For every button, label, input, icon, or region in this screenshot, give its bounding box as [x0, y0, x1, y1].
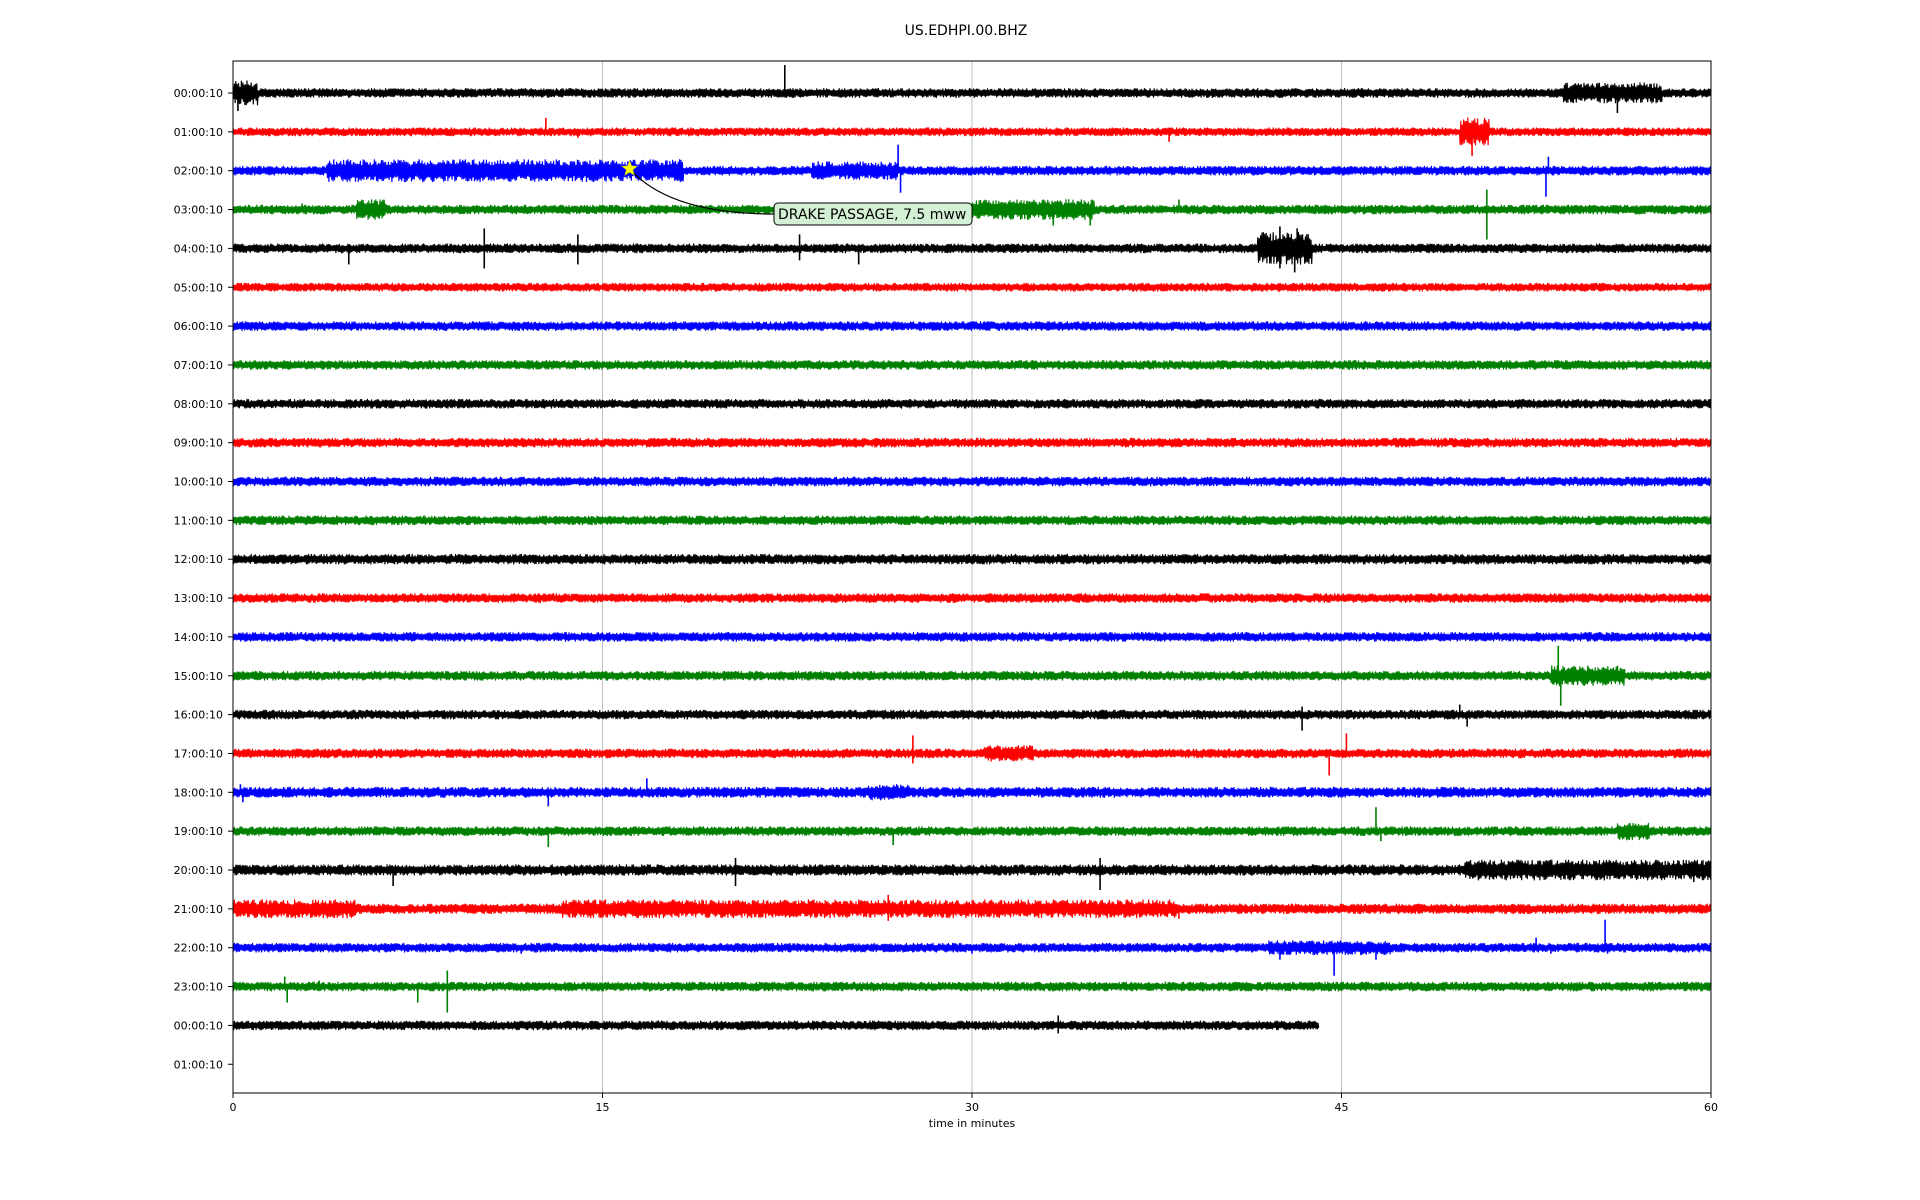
- x-tick-label: 30: [965, 1101, 979, 1114]
- event-star-icon: [621, 159, 638, 176]
- trace-line: [232, 981, 1712, 992]
- row-label: 22:00:10: [174, 942, 223, 955]
- row-label: 15:00:10: [174, 670, 223, 683]
- annotation-arrow: [629, 168, 775, 215]
- row-label: 09:00:10: [174, 437, 223, 450]
- row-label: 19:00:10: [174, 825, 223, 838]
- trace-line: [232, 282, 1712, 292]
- annotation-box: [773, 202, 973, 226]
- row-label: 07:00:10: [174, 359, 223, 372]
- trace-line: [232, 1020, 1320, 1031]
- row-label: 00:00:10: [174, 87, 223, 100]
- row-label: 04:00:10: [174, 242, 223, 255]
- grid: [602, 61, 1342, 1093]
- trace-line: [232, 515, 1712, 526]
- row-label: 17:00:10: [174, 747, 223, 760]
- row-label: 03:00:10: [174, 204, 223, 217]
- row-label: 08:00:10: [174, 398, 223, 411]
- trace-line: [232, 859, 1712, 881]
- trace-line: [232, 321, 1712, 332]
- trace-line: [232, 745, 1712, 762]
- row-label: 05:00:10: [174, 281, 223, 294]
- row-label: 10:00:10: [174, 476, 223, 489]
- row-label: 11:00:10: [174, 514, 223, 527]
- trace-line: [232, 437, 1712, 448]
- row-label: 14:00:10: [174, 631, 223, 644]
- x-tick-group: 0 15 30 45 60: [230, 1093, 1718, 1114]
- trace-line: [232, 80, 1712, 106]
- trace-line: [232, 784, 1712, 801]
- row-label: 02:00:10: [174, 165, 223, 178]
- trace-line: [232, 117, 1712, 146]
- trace-line: [232, 593, 1712, 603]
- trace-group: [232, 65, 1712, 1034]
- event-annotation: DRAKE PASSAGE, 7.5 mww: [621, 159, 973, 226]
- trace-line: [232, 822, 1712, 841]
- trace-line: [232, 665, 1712, 687]
- trace-line: [232, 553, 1712, 565]
- row-label: 06:00:10: [174, 320, 223, 333]
- x-axis-label: time in minutes: [929, 1117, 1016, 1130]
- row-label: 00:00:10: [174, 1019, 223, 1032]
- trace-line: [232, 631, 1712, 642]
- trace-line: [232, 476, 1712, 487]
- trace-line: [232, 231, 1712, 265]
- trace-line: [232, 159, 1712, 183]
- row-label: 21:00:10: [174, 903, 223, 916]
- x-tick-label: 15: [596, 1101, 610, 1114]
- trace-line: [232, 899, 1712, 919]
- chart-title: US.EDHPI.00.BHZ: [905, 23, 1028, 39]
- row-label: 13:00:10: [174, 592, 223, 605]
- row-label: 16:00:10: [174, 709, 223, 722]
- row-label: 18:00:10: [174, 786, 223, 799]
- trace-line: [232, 360, 1712, 370]
- annotation-label: DRAKE PASSAGE, 7.5 mww: [778, 207, 966, 223]
- row-label: 01:00:10: [174, 126, 223, 139]
- x-tick-label: 60: [1704, 1101, 1718, 1114]
- x-tick-label: 0: [230, 1101, 237, 1114]
- row-label: 20:00:10: [174, 864, 223, 877]
- row-label: 12:00:10: [174, 553, 223, 566]
- plot-frame: [232, 60, 1712, 1094]
- trace-line: [232, 709, 1712, 720]
- row-label: 23:00:10: [174, 981, 223, 994]
- row-label: 01:00:10: [174, 1058, 223, 1071]
- trace-line: [232, 398, 1712, 409]
- x-tick-label: 45: [1335, 1101, 1349, 1114]
- row-label-group: 00:00:10 01:00:10 02:00:10 03:00:10 04:00:10…: [174, 87, 233, 1071]
